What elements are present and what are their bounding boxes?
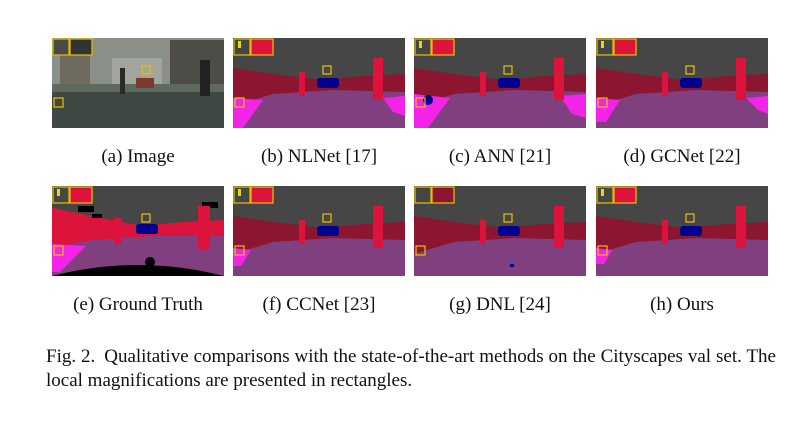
subfigure-label-c: (c) ANN [21]: [448, 146, 552, 167]
segmentation-panel-f: [233, 186, 405, 276]
subfigure-label-f: (f) CCNet [23]: [262, 294, 376, 315]
subfigure-label-e: (e) Ground Truth: [73, 294, 203, 315]
caption-text: Qualitative comparisons with the state-o…: [46, 346, 776, 391]
segmentation-panel-g: [414, 186, 586, 276]
subfigure-label-h: (h) Ours: [650, 294, 714, 315]
segmentation-panel-h: [596, 186, 768, 276]
segmentation-panel-c: [414, 38, 586, 128]
segmentation-panel-d: [596, 38, 768, 128]
figure-number: Fig. 2.: [46, 346, 96, 367]
figure-caption: Fig. 2. Qualitative comparisons with the…: [46, 345, 776, 393]
image-panel-a: [52, 38, 224, 128]
subfigure-label-a: (a) Image: [101, 146, 175, 167]
segmentation-panel-e: [52, 186, 224, 276]
segmentation-panel-b: [233, 38, 405, 128]
subfigure-label-g: (g) DNL [24]: [449, 294, 551, 315]
subfigure-label-b: (b) NLNet [17]: [260, 146, 378, 167]
subfigure-label-d: (d) GCNet [22]: [623, 146, 741, 167]
